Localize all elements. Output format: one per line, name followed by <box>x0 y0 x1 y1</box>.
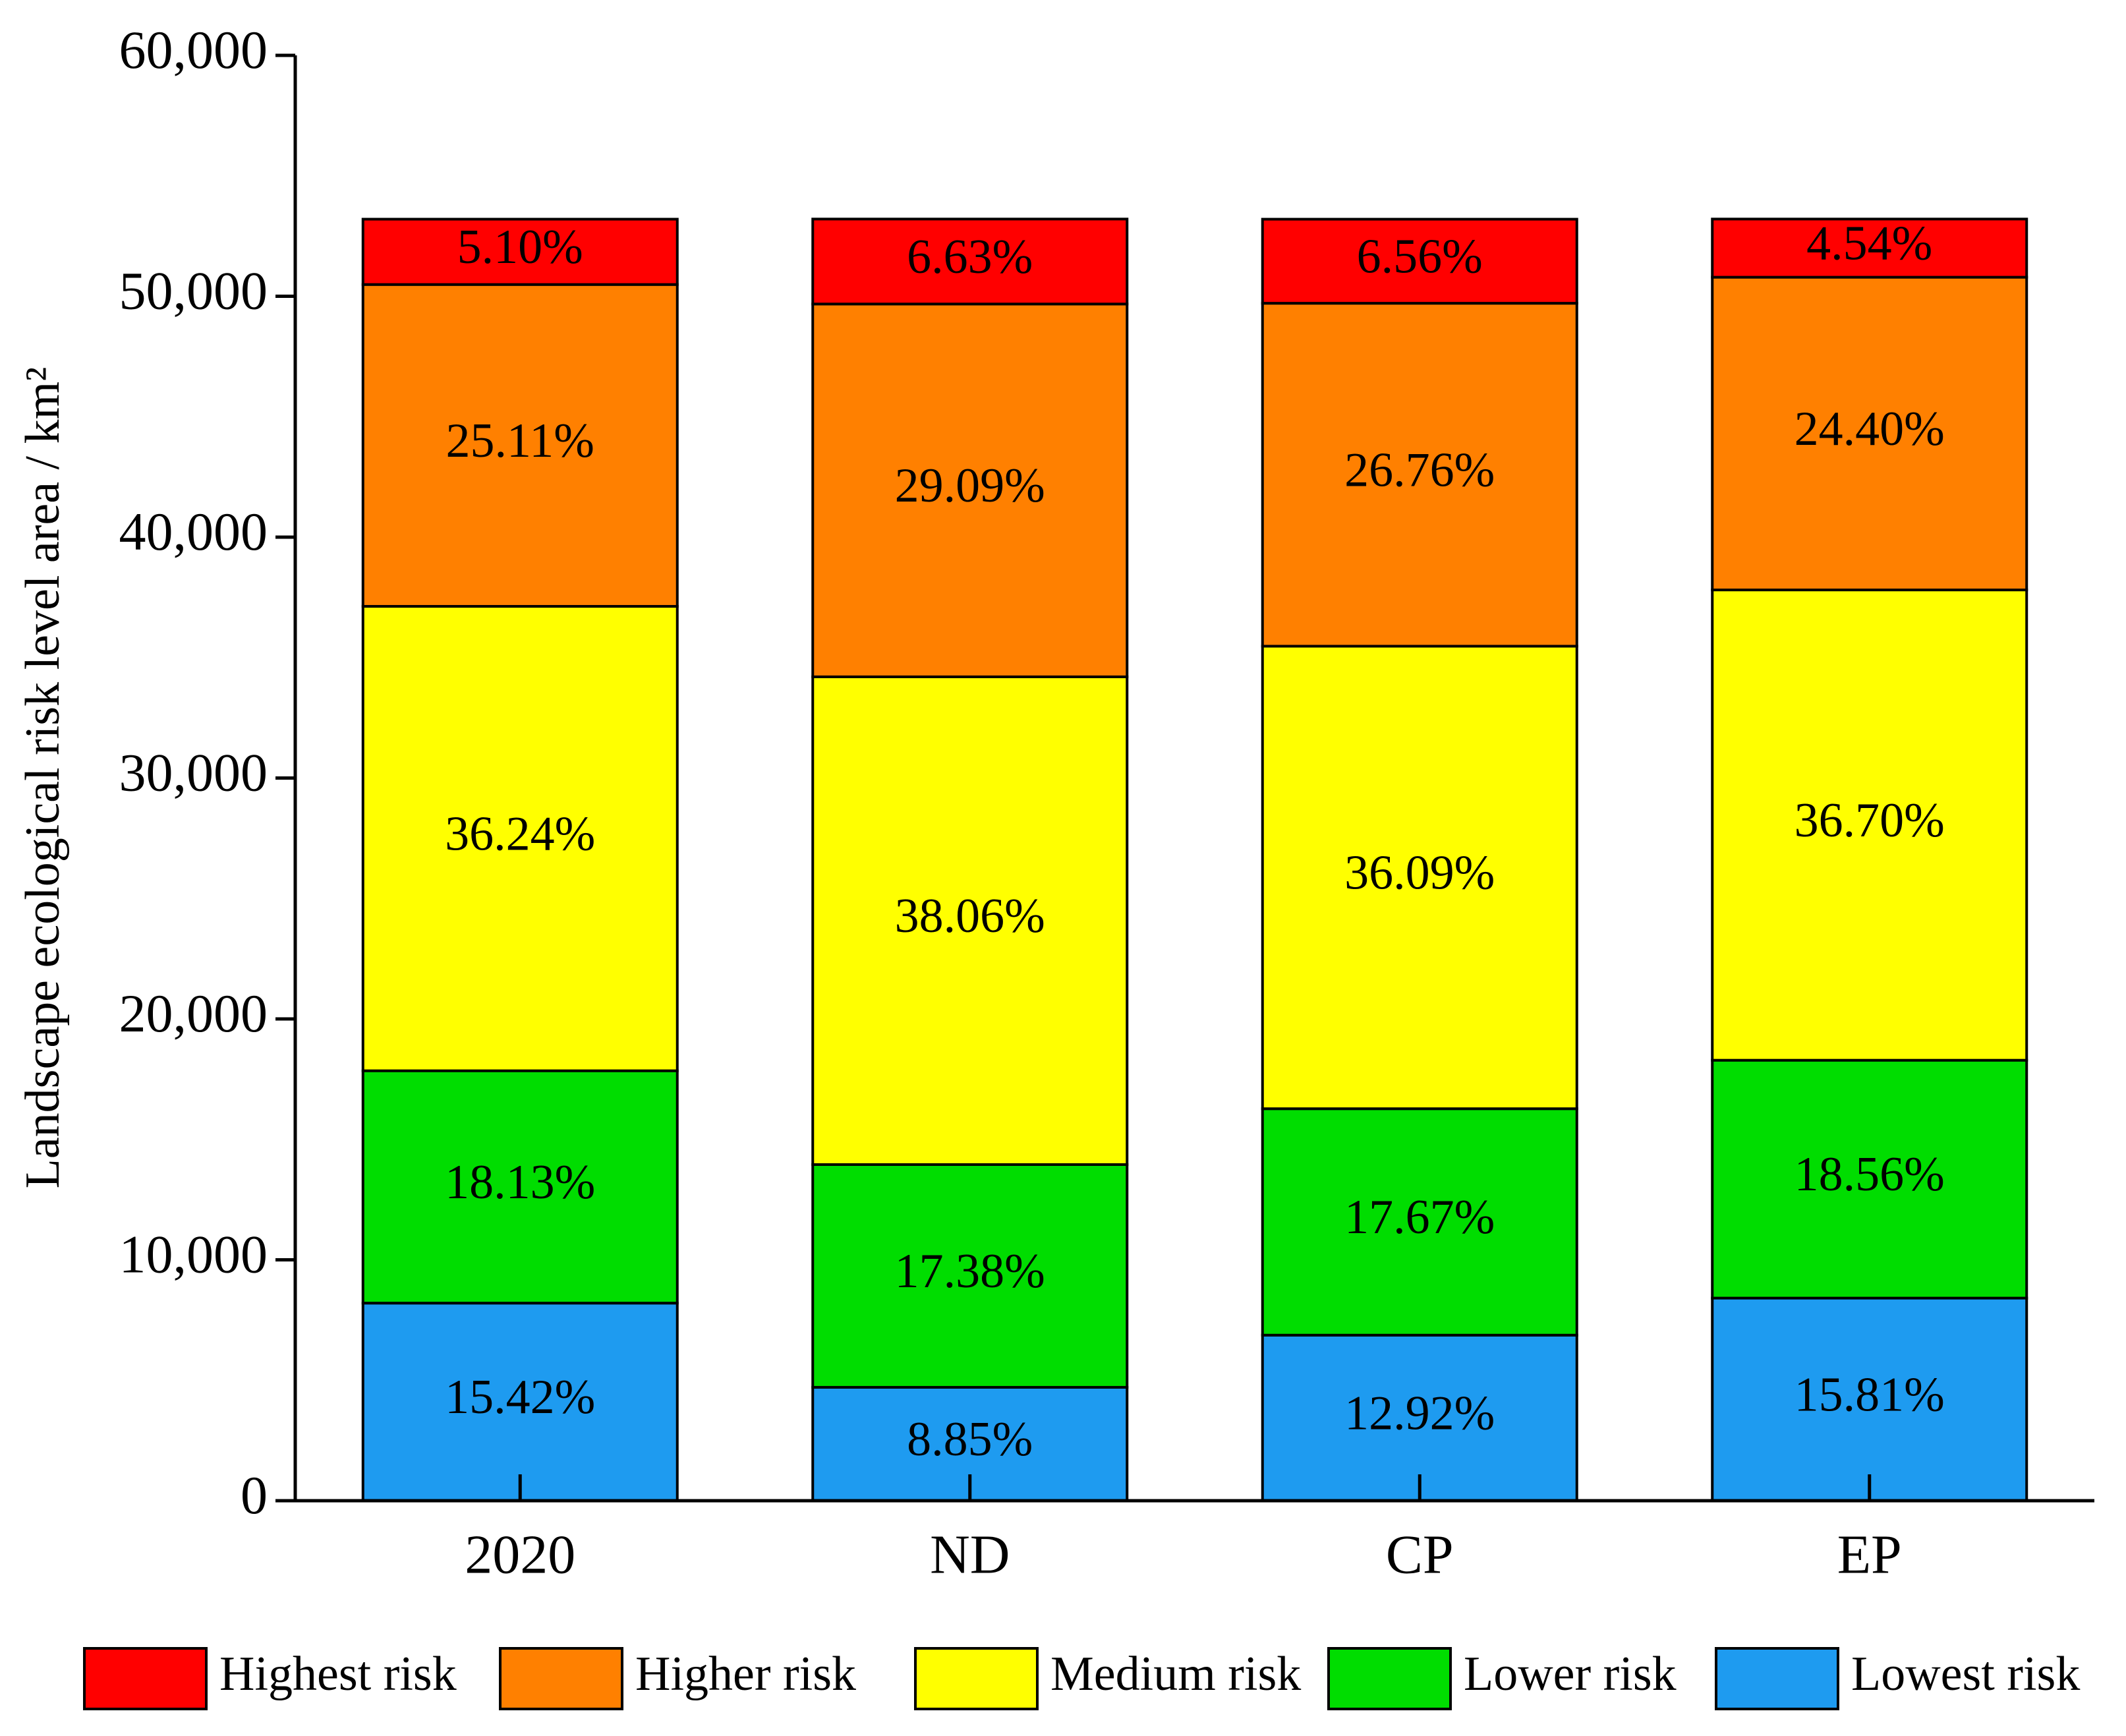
data-label: 18.13% <box>445 1155 595 1209</box>
bar-segment <box>1261 1107 1578 1337</box>
bar-segment <box>1711 275 2028 592</box>
legend-label: Lower risk <box>1464 1647 1677 1701</box>
data-label: 15.81% <box>1795 1368 1945 1422</box>
data-label: 4.54% <box>1806 216 1932 270</box>
y-tick-label: 20,000 <box>119 983 268 1043</box>
data-label: 36.70% <box>1795 794 1945 848</box>
bar-segment <box>1261 645 1578 1111</box>
x-tick-label: 2020 <box>465 1524 575 1585</box>
x-tick-label: ND <box>930 1524 1010 1585</box>
legend-swatch <box>914 1647 1039 1710</box>
data-label: 8.85% <box>907 1412 1033 1466</box>
legend-swatch <box>1715 1647 1839 1710</box>
bar-segment <box>811 303 1129 678</box>
x-tick-label: EP <box>1837 1524 1902 1585</box>
data-label: 24.40% <box>1795 402 1945 456</box>
data-label: 17.67% <box>1344 1190 1495 1244</box>
y-tick-label: 10,000 <box>119 1224 268 1284</box>
data-label: 5.10% <box>457 220 583 274</box>
data-label: 6.63% <box>907 230 1033 284</box>
data-label: 36.09% <box>1344 846 1495 900</box>
y-tick-label: 0 <box>241 1465 268 1525</box>
bar-segment <box>811 217 1129 306</box>
legend-swatch <box>499 1647 623 1710</box>
data-label: 25.11% <box>446 414 594 468</box>
data-label: 38.06% <box>895 889 1045 943</box>
bar-segment <box>361 283 679 608</box>
bar-segment <box>361 1069 679 1305</box>
data-label: 15.42% <box>445 1370 595 1424</box>
y-tick-label: 30,000 <box>119 742 268 802</box>
legend-label: Highest risk <box>219 1647 457 1701</box>
bar-segment <box>1711 1296 2028 1503</box>
data-label: 6.56% <box>1357 229 1483 283</box>
legend-swatch <box>1327 1647 1452 1710</box>
bar-segment <box>1261 302 1578 648</box>
legend-label: Higher risk <box>635 1647 856 1701</box>
y-tick-label: 60,000 <box>119 20 268 80</box>
y-axis-label: Landscape ecological risk level area / k… <box>16 367 70 1189</box>
data-label: 36.24% <box>445 807 595 861</box>
data-label: 29.09% <box>895 459 1045 513</box>
bar-segment <box>1261 217 1578 305</box>
legend-label: Lowest risk <box>1851 1647 2080 1701</box>
data-label: 26.76% <box>1344 443 1495 497</box>
data-label: 12.92% <box>1344 1386 1495 1440</box>
bar-segment <box>361 604 679 1072</box>
legend-label: Medium risk <box>1050 1647 1301 1701</box>
bar-segment <box>361 217 679 286</box>
bar-segment <box>1711 217 2028 279</box>
y-tick-label: 40,000 <box>119 502 268 562</box>
x-tick-label: CP <box>1386 1524 1454 1585</box>
bar-segment <box>811 675 1129 1166</box>
bar-segment <box>1711 1058 2028 1300</box>
legend-swatch <box>83 1647 208 1710</box>
data-label: 18.56% <box>1795 1147 1945 1201</box>
data-label: 17.38% <box>895 1244 1045 1298</box>
y-tick-label: 50,000 <box>119 260 268 320</box>
